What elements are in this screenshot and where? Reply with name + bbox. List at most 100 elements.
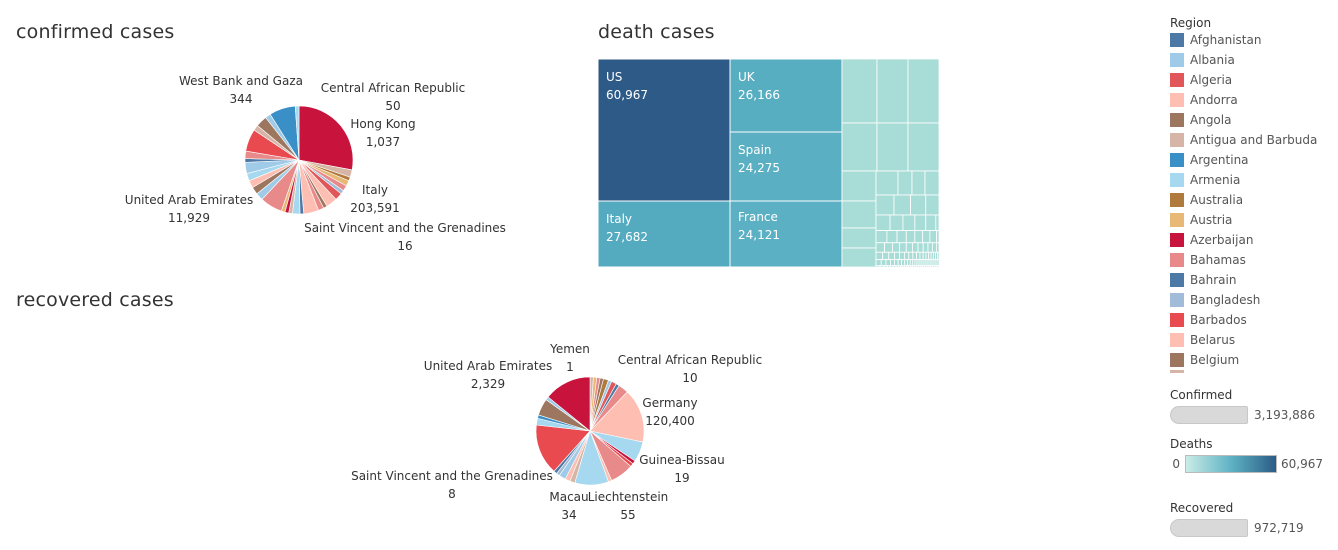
treemap-cell-small[interactable] bbox=[897, 170, 913, 196]
pie-slice-germany[interactable] bbox=[589, 391, 645, 443]
treemap-cell-small[interactable] bbox=[914, 214, 927, 232]
treemap-cell-small[interactable] bbox=[892, 265, 897, 267]
treemap-cell-small[interactable] bbox=[903, 251, 910, 261]
treemap-cell-small[interactable] bbox=[936, 259, 939, 266]
legend-item[interactable]: Argentina bbox=[1170, 150, 1330, 170]
treemap-cell-small[interactable] bbox=[919, 251, 924, 261]
treemap-cell-small[interactable] bbox=[927, 242, 933, 253]
legend-item[interactable]: Afghanistan bbox=[1170, 30, 1330, 50]
treemap-cell-small[interactable] bbox=[875, 259, 882, 266]
treemap-cell-small[interactable] bbox=[922, 230, 931, 244]
treemap-cell-small[interactable] bbox=[875, 230, 888, 244]
legend-item[interactable]: Bahrain bbox=[1170, 270, 1330, 290]
treemap-cell-small[interactable] bbox=[876, 122, 909, 172]
treemap-cell-small[interactable] bbox=[883, 265, 888, 267]
treemap-cell-small[interactable] bbox=[925, 194, 939, 216]
treemap-cell-small[interactable] bbox=[886, 265, 891, 267]
treemap-cell-small[interactable] bbox=[876, 59, 909, 124]
treemap-cell-small[interactable] bbox=[841, 200, 877, 229]
treemap-cell-small[interactable] bbox=[905, 242, 913, 253]
legend-item[interactable]: Albania bbox=[1170, 50, 1330, 70]
legend-item[interactable]: Armenia bbox=[1170, 170, 1330, 190]
legend-item[interactable]: Belgium bbox=[1170, 350, 1330, 370]
treemap-cell-small[interactable] bbox=[889, 265, 894, 267]
treemap-cell-small[interactable] bbox=[902, 214, 916, 232]
treemap-cell-small[interactable] bbox=[893, 194, 911, 216]
treemap-cell-small[interactable] bbox=[879, 265, 885, 267]
treemap-cell-small[interactable] bbox=[907, 259, 911, 266]
treemap-cell-small[interactable] bbox=[925, 214, 937, 232]
treemap-cell-small[interactable] bbox=[875, 214, 891, 232]
treemap-cell-small[interactable] bbox=[907, 59, 939, 124]
legend-item[interactable]: Azerbaijan bbox=[1170, 230, 1330, 250]
treemap-cell-small[interactable] bbox=[841, 227, 877, 249]
treemap-cell-small[interactable] bbox=[936, 230, 939, 244]
treemap-cell-small[interactable] bbox=[841, 122, 878, 172]
treemap-cell-small[interactable] bbox=[885, 259, 891, 266]
treemap-cell-small[interactable] bbox=[899, 251, 905, 261]
treemap-cell-small[interactable] bbox=[841, 170, 877, 202]
region-legend-list[interactable]: Afghanistan Albania Algeria Andorra Angola An… bbox=[1170, 30, 1330, 375]
treemap-cell-italy[interactable] bbox=[598, 200, 731, 267]
treemap-cell-small[interactable] bbox=[841, 59, 878, 124]
pie-slice-29[interactable] bbox=[294, 105, 300, 161]
treemap-cell-small[interactable] bbox=[935, 242, 939, 253]
confirmed-pie-slices[interactable] bbox=[244, 105, 354, 215]
treemap-cell-small[interactable] bbox=[897, 259, 902, 266]
treemap-cell-small[interactable] bbox=[905, 230, 916, 244]
treemap-cell-small[interactable] bbox=[908, 251, 914, 261]
pie-slice-azerbaijan[interactable] bbox=[298, 105, 354, 171]
treemap-cell-small[interactable] bbox=[882, 251, 890, 261]
treemap-cell-small[interactable] bbox=[875, 242, 885, 253]
treemap-cell-small[interactable] bbox=[889, 259, 895, 266]
treemap-cell-small[interactable] bbox=[917, 242, 924, 253]
treemap-cell-small[interactable] bbox=[922, 251, 927, 261]
treemap-cell-small[interactable] bbox=[894, 251, 901, 261]
treemap-cell-small[interactable] bbox=[899, 242, 907, 253]
legend-item[interactable]: Angola bbox=[1170, 110, 1330, 130]
treemap-cell-small[interactable] bbox=[875, 251, 884, 261]
confirmed-pie-chart[interactable]: West Bank and Gaza 344 Central African R… bbox=[0, 60, 560, 270]
treemap-cell-small[interactable] bbox=[929, 230, 937, 244]
death-treemap[interactable]: US 60,967 UK 26,166 Spain 24,275 Italy 2… bbox=[598, 59, 939, 267]
treemap-cell-small[interactable] bbox=[901, 259, 906, 266]
treemap-cell-small[interactable] bbox=[884, 242, 893, 253]
legend-item[interactable]: Austria bbox=[1170, 210, 1330, 230]
treemap-cell-small[interactable] bbox=[888, 251, 895, 261]
treemap-cell-small[interactable] bbox=[914, 230, 924, 244]
recovered-pie-slices[interactable] bbox=[535, 376, 645, 486]
treemap-cell-small[interactable] bbox=[889, 214, 904, 232]
treemap-cell-small[interactable] bbox=[912, 251, 917, 261]
treemap-cell-small[interactable] bbox=[910, 194, 927, 216]
treemap-cell-france[interactable] bbox=[729, 200, 843, 267]
treemap-cell-small[interactable] bbox=[916, 251, 921, 261]
treemap-cell-small[interactable] bbox=[924, 170, 939, 196]
pie-slice-21[interactable] bbox=[535, 424, 591, 472]
treemap-main-cells[interactable] bbox=[598, 59, 843, 267]
legend-item[interactable]: Bangladesh bbox=[1170, 290, 1330, 310]
pie-slice-united-arab-emirates[interactable] bbox=[547, 376, 591, 432]
treemap-cell-small[interactable] bbox=[875, 170, 899, 196]
treemap-cell-small[interactable] bbox=[907, 122, 939, 172]
treemap-cell-small[interactable] bbox=[937, 251, 939, 261]
treemap-cell-small[interactable] bbox=[896, 230, 907, 244]
treemap-cell-small[interactable] bbox=[911, 170, 926, 196]
legend-item[interactable]: Bahamas bbox=[1170, 250, 1330, 270]
treemap-small-cells[interactable] bbox=[841, 59, 939, 267]
treemap-cell-small[interactable] bbox=[912, 242, 919, 253]
treemap-cell-small[interactable] bbox=[922, 242, 929, 253]
treemap-cell-small[interactable] bbox=[931, 242, 937, 253]
legend-item[interactable]: Antigua and Barbuda bbox=[1170, 130, 1330, 150]
treemap-cell-uk[interactable] bbox=[729, 59, 843, 133]
treemap-cell-small[interactable] bbox=[904, 259, 909, 266]
treemap-cell-small[interactable] bbox=[875, 265, 881, 267]
treemap-cell-small[interactable] bbox=[886, 230, 898, 244]
legend-item[interactable]: Belarus bbox=[1170, 330, 1330, 350]
legend-item[interactable]: Barbados bbox=[1170, 310, 1330, 330]
treemap-cell-small[interactable] bbox=[880, 259, 887, 266]
treemap-cell-small[interactable] bbox=[894, 259, 899, 266]
legend-item[interactable]: Australia bbox=[1170, 190, 1330, 210]
legend-item[interactable]: Andorra bbox=[1170, 90, 1330, 110]
treemap-cell-small[interactable] bbox=[935, 214, 939, 232]
recovered-pie-chart[interactable]: Yemen 1 Central African Republic 10 Unit… bbox=[340, 335, 780, 535]
